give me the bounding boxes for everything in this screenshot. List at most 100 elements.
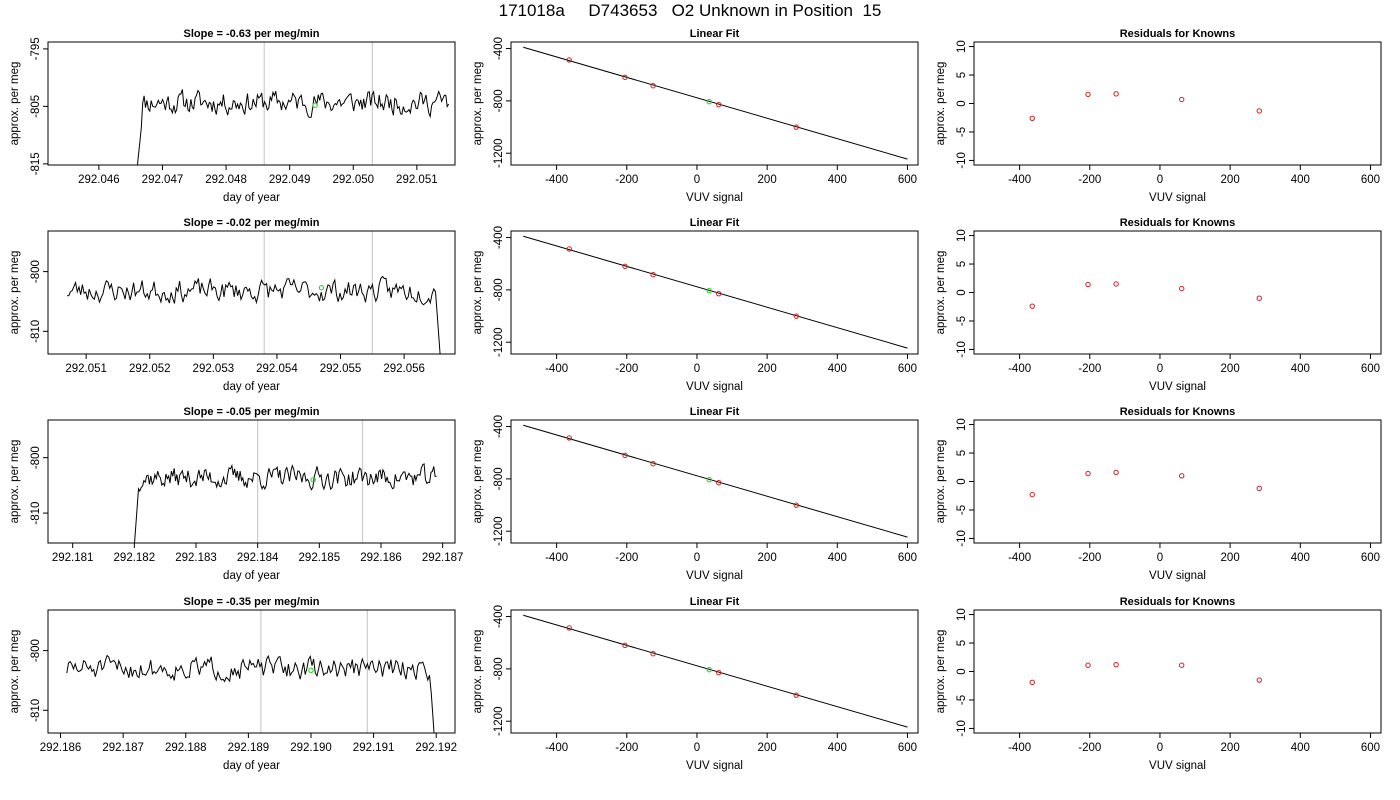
unknown-point (706, 476, 712, 483)
x-tick-label: 292.053 (193, 363, 235, 375)
x-tick-label: 292.055 (320, 363, 362, 375)
x-tick-label: 292.046 (78, 174, 120, 186)
y-tick-label: -400 (493, 226, 505, 249)
known-point (1085, 91, 1091, 98)
x-tick-label: 400 (828, 552, 847, 564)
panel-title: Slope = -0.05 per meg/min (183, 406, 319, 418)
x-axis-label: day of year (223, 760, 280, 772)
plot-area (1029, 469, 1262, 498)
known-point (716, 669, 722, 676)
fit-line (523, 235, 908, 349)
unknown-point (318, 284, 325, 291)
known-point (622, 642, 628, 649)
known-point (1256, 108, 1262, 114)
fit-line (523, 424, 908, 538)
x-tick-label: 0 (1157, 363, 1163, 375)
x-tick-label: 200 (1221, 363, 1240, 375)
known-point (793, 124, 799, 130)
chart-panel-1-3: -400 -200 0 200 400 600 -10 -5 0 5 10 Residuals for… (935, 28, 1382, 204)
unknown-point (706, 666, 712, 673)
unknown-point (706, 98, 712, 105)
chart-panel-3-2: -400 -200 0 200 400 600 -1200 -800 -400 Linear Fi… (472, 406, 919, 582)
plot-area (136, 42, 450, 165)
y-tick-label: 5 (956, 450, 968, 456)
plot-area (66, 610, 435, 733)
y-tick-label: 0 (956, 100, 968, 106)
y-axis-label: approx. per meg (472, 630, 484, 714)
x-tick-label: 292.056 (383, 363, 425, 375)
x-axis-label: day of year (223, 192, 280, 204)
known-point (1113, 469, 1119, 476)
known-point (622, 263, 628, 270)
y-tick-label: -5 (956, 316, 968, 326)
x-tick-label: 292.186 (40, 742, 82, 754)
x-axis-label: VUV signal (1149, 192, 1206, 204)
panel-title: Slope = -0.35 per meg/min (183, 596, 319, 608)
x-tick-label: 200 (1221, 552, 1240, 564)
x-tick-label: 292.188 (165, 742, 207, 754)
x-tick-label: 292.187 (422, 552, 464, 564)
x-tick-label: 200 (1221, 174, 1240, 186)
x-tick-label: -200 (1078, 174, 1101, 186)
plot-frame (510, 41, 919, 166)
x-axis-label: day of year (223, 381, 280, 393)
x-tick-label: 0 (694, 742, 700, 754)
x-tick-label: 0 (1157, 552, 1163, 564)
x-tick-label: 292.052 (129, 363, 171, 375)
y-tick-label: -5 (956, 695, 968, 705)
x-axis-label: VUV signal (686, 570, 743, 582)
x-tick-label: -200 (615, 552, 638, 564)
x-tick-label: -200 (615, 363, 638, 375)
x-axis-label: VUV signal (1149, 570, 1206, 582)
y-axis-label: approx. per meg (472, 251, 484, 335)
plot-frame (973, 419, 1382, 544)
x-tick-label: 292.048 (205, 174, 247, 186)
y-axis-label: approx. per meg (935, 630, 947, 714)
y-tick-label: -10 (956, 720, 968, 737)
x-tick-label: 0 (694, 363, 700, 375)
panel-title: Residuals for Knowns (1120, 28, 1236, 40)
panel-title: Residuals for Knowns (1120, 217, 1236, 229)
y-tick-label: -815 (30, 152, 42, 175)
y-tick-label: 5 (956, 72, 968, 78)
x-tick-label: -200 (1078, 742, 1101, 754)
chart-panel-3-1: 292.181 292.182 292.183 292.184 292.185 292.1… (9, 406, 463, 582)
known-point (1029, 491, 1035, 498)
fit-line (523, 614, 908, 728)
chart-panel-1-1: 292.046 292.047 292.048 292.049 292.050 292.0… (9, 28, 456, 204)
y-tick-label: -800 (493, 657, 505, 680)
x-tick-label: 292.192 (415, 742, 457, 754)
x-tick-label: 292.185 (299, 552, 341, 564)
panel-title: Residuals for Knowns (1120, 596, 1236, 608)
plot-frame (47, 230, 456, 355)
y-tick-label: 0 (956, 668, 968, 674)
plot-area (523, 46, 908, 160)
x-tick-label: -200 (615, 174, 638, 186)
plot-area (523, 424, 908, 538)
y-tick-label: -1200 (493, 517, 505, 546)
x-tick-label: -400 (1008, 363, 1031, 375)
x-tick-label: 400 (828, 742, 847, 754)
known-point (1179, 285, 1185, 292)
known-point (650, 651, 656, 657)
figure-title: 171018a D743653 O2 Unknown in Position 1… (498, 1, 882, 20)
chart-panel-3-3: -400 -200 0 200 400 600 -10 -5 0 5 10 Residuals for… (935, 406, 1382, 582)
y-tick-label: -800 (30, 639, 42, 662)
known-point (1029, 303, 1035, 309)
x-tick-label: 400 (1291, 742, 1310, 754)
known-point (1085, 662, 1091, 668)
x-axis-label: VUV signal (686, 760, 743, 772)
x-tick-label: -400 (1008, 552, 1031, 564)
panel-title: Linear Fit (690, 28, 740, 40)
plot-frame (973, 609, 1382, 734)
x-tick-label: 0 (694, 552, 700, 564)
plot-area (1029, 91, 1262, 122)
known-point (1029, 679, 1035, 686)
panel-title: Linear Fit (690, 406, 740, 418)
x-tick-label: 292.049 (269, 174, 311, 186)
known-point (1113, 281, 1119, 287)
x-tick-label: 200 (758, 742, 777, 754)
chart-panel-2-1: 292.051 292.052 292.053 292.054 292.055 292.0… (9, 217, 456, 393)
known-point (1179, 662, 1185, 668)
